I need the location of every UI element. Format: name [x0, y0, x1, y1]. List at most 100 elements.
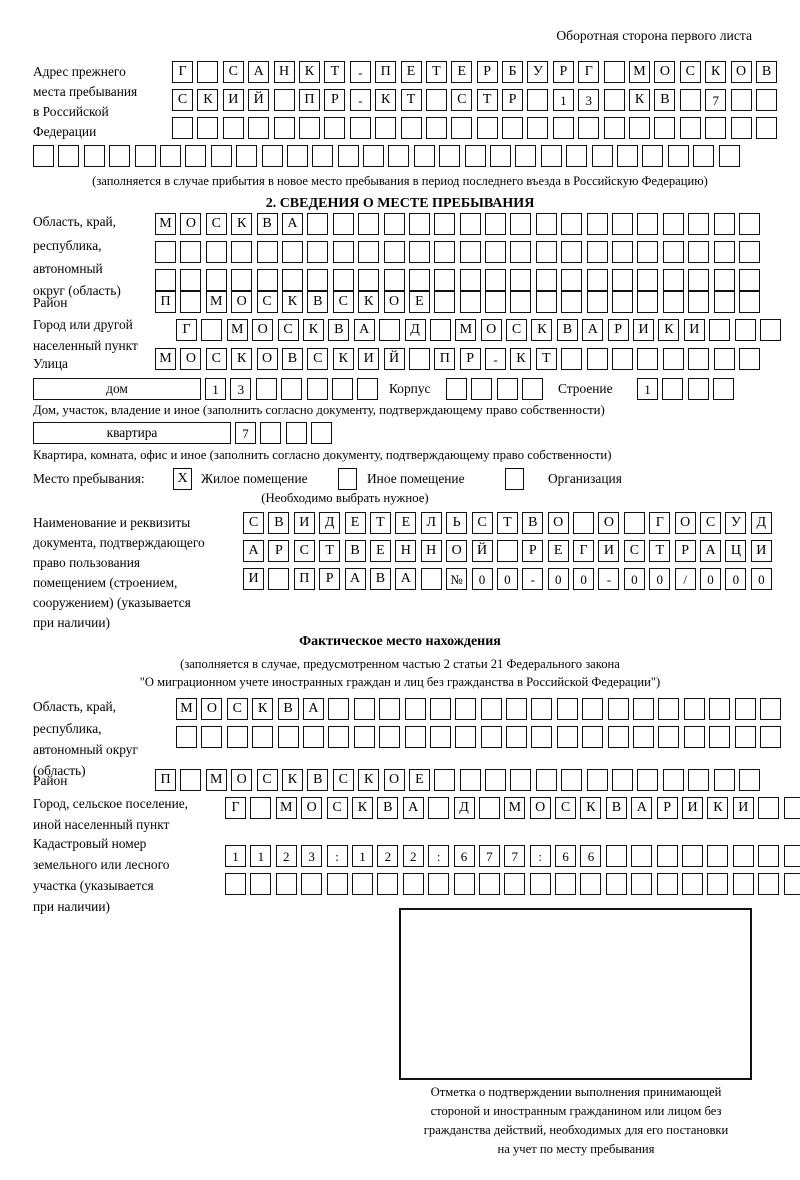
al-city-cell-1[interactable]: Г	[225, 797, 246, 819]
prev-address-r1-cell-7[interactable]: Т	[324, 61, 346, 83]
cadastral-r1-cell-22[interactable]	[758, 845, 780, 867]
prev-address-r2-cell-19[interactable]: К	[629, 89, 651, 111]
s2-city-cell-6[interactable]: К	[302, 319, 324, 341]
s2-street-cell-16[interactable]: Т	[535, 348, 557, 370]
s2-street-cell-3[interactable]: С	[205, 348, 227, 370]
s2-region-r1-cell-15[interactable]	[510, 213, 532, 235]
cadastral-r1-cell-7[interactable]: 2	[377, 845, 399, 867]
s2-region-r2-cell-8[interactable]	[332, 241, 354, 263]
cadastral-r2-cell-19[interactable]	[682, 873, 704, 895]
cadastral-r2-cell-11[interactable]	[478, 873, 500, 895]
s2-region-r1-cell-17[interactable]	[561, 213, 583, 235]
al-district-cell-20[interactable]	[637, 769, 659, 791]
doc-r2-cell-15[interactable]: И	[598, 540, 620, 562]
doc-r1-cell-9[interactable]: Ь	[446, 512, 468, 534]
cadastral-r1-cell-13[interactable]: :	[529, 845, 551, 867]
cadastral-r2-cell-2[interactable]	[250, 873, 272, 895]
s2-street-cell-7[interactable]: С	[307, 348, 329, 370]
flat-cell-3[interactable]	[285, 422, 307, 444]
prev-address-r3-cell-14[interactable]	[502, 117, 524, 139]
s2-region-r3-cell-7[interactable]	[307, 269, 329, 291]
al-city-cell-21[interactable]: И	[732, 797, 754, 819]
s2-region-r1-cell-19[interactable]	[612, 213, 634, 235]
al-district-cell-3[interactable]: М	[205, 769, 227, 791]
prev-address-r1-cell-6[interactable]: К	[298, 61, 320, 83]
s2-district-cell-21[interactable]	[662, 291, 684, 313]
cadastral-r1-cell-6[interactable]: 1	[351, 845, 373, 867]
s2-region-r3-cell-15[interactable]	[510, 269, 532, 291]
al-district-cell-1[interactable]: П	[155, 769, 176, 791]
s2-region-r1-cell-11[interactable]	[408, 213, 430, 235]
prev-address-r3-cell-21[interactable]	[679, 117, 701, 139]
al-region-r1-cell-24[interactable]	[759, 698, 781, 720]
al-region-r1-cell-2[interactable]: О	[201, 698, 223, 720]
doc-r3-cell-16[interactable]: 0	[623, 568, 645, 590]
house-cell-5[interactable]	[306, 378, 328, 400]
cadastral-r1-cell-12[interactable]: 7	[504, 845, 526, 867]
prev-address-r1-cell-8[interactable]: -	[349, 61, 371, 83]
s2-region-r3-cell-8[interactable]	[332, 269, 354, 291]
cadastral-r1-cell-4[interactable]: 3	[301, 845, 323, 867]
doc-r3-cell-19[interactable]: 0	[700, 568, 722, 590]
al-region-r2-cell-13[interactable]	[480, 726, 502, 748]
al-region-r2-cell-22[interactable]	[709, 726, 731, 748]
s2-region-r1-cell-8[interactable]	[332, 213, 354, 235]
s2-region-r2-cell-10[interactable]	[383, 241, 405, 263]
s2-region-r2-cell-19[interactable]	[612, 241, 634, 263]
s2-street-cell-14[interactable]: -	[485, 348, 507, 370]
cadastral-r2-cell-22[interactable]	[758, 873, 780, 895]
s2-region-r3-cell-24[interactable]	[738, 269, 760, 291]
s2-district-cell-7[interactable]: В	[307, 291, 329, 313]
doc-r2-cell-14[interactable]: Г	[573, 540, 595, 562]
al-region-r2-cell-23[interactable]	[734, 726, 756, 748]
cadastral-r2-cell-20[interactable]	[707, 873, 729, 895]
al-region-r1-cell-15[interactable]	[531, 698, 553, 720]
s2-region-r2-cell-12[interactable]	[434, 241, 456, 263]
s2-city-cell-9[interactable]	[379, 319, 401, 341]
s2-street-cell-24[interactable]	[738, 348, 760, 370]
al-city-cell-12[interactable]: М	[504, 797, 526, 819]
s2-street-cell-13[interactable]: Р	[459, 348, 481, 370]
al-region-r1-cell-11[interactable]	[429, 698, 451, 720]
doc-r1-cell-3[interactable]: И	[293, 512, 315, 534]
s2-region-r2-cell-1[interactable]	[155, 241, 176, 263]
prev-address-r3-cell-7[interactable]	[324, 117, 346, 139]
s2-street-cell-11[interactable]	[408, 348, 430, 370]
prev-address-r4-cell-3[interactable]	[83, 145, 105, 167]
prev-address-r1-cell-9[interactable]: П	[375, 61, 397, 83]
s2-region-r3-cell-17[interactable]	[561, 269, 583, 291]
s2-district-cell-2[interactable]	[180, 291, 202, 313]
doc-r3-cell-14[interactable]: 0	[573, 568, 595, 590]
al-region-r2-cell-9[interactable]	[379, 726, 401, 748]
doc-r1-cell-11[interactable]: Т	[496, 512, 518, 534]
doc-r3-cell-13[interactable]: 0	[547, 568, 569, 590]
al-city-cell-5[interactable]: С	[326, 797, 348, 819]
prev-address-r2-cell-20[interactable]: В	[654, 89, 676, 111]
s2-region-r1-cell-24[interactable]	[738, 213, 760, 235]
prev-address-r3-cell-16[interactable]	[552, 117, 574, 139]
stroenie-cell-4[interactable]	[713, 378, 735, 400]
cadastral-r1-cell-11[interactable]: 7	[478, 845, 500, 867]
doc-r2-cell-13[interactable]: Е	[547, 540, 569, 562]
al-district-cell-10[interactable]: О	[383, 769, 405, 791]
al-region-r1-cell-7[interactable]	[328, 698, 350, 720]
al-region-r2-cell-8[interactable]	[353, 726, 375, 748]
house-cell-2[interactable]: 3	[230, 378, 252, 400]
doc-r3-cell-5[interactable]: А	[344, 568, 366, 590]
prev-address-r2-cell-7[interactable]: Р	[324, 89, 346, 111]
cadastral-r1-cell-16[interactable]	[605, 845, 627, 867]
doc-r2-cell-5[interactable]: В	[344, 540, 366, 562]
s2-region-r3-cell-23[interactable]	[713, 269, 735, 291]
doc-r1-cell-6[interactable]: Т	[369, 512, 391, 534]
s2-city-cell-24[interactable]	[759, 319, 781, 341]
al-district-cell-6[interactable]: К	[281, 769, 303, 791]
s2-region-r3-cell-18[interactable]	[586, 269, 608, 291]
prev-address-r4-cell-15[interactable]	[388, 145, 410, 167]
prev-address-r2-cell-10[interactable]: Т	[400, 89, 422, 111]
prev-address-r2-cell-22[interactable]: 7	[705, 89, 727, 111]
s2-region-r2-cell-2[interactable]	[180, 241, 202, 263]
al-district-cell-9[interactable]: К	[358, 769, 380, 791]
